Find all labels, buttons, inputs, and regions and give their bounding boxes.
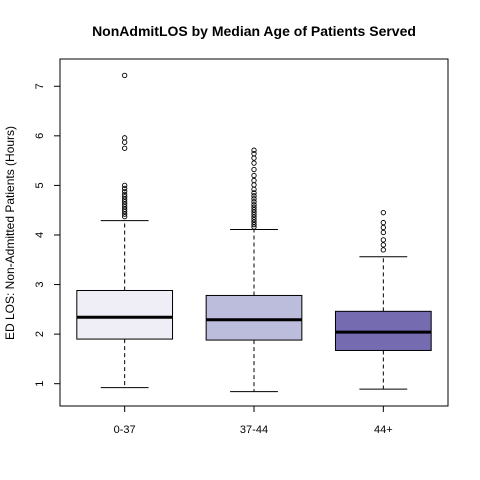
outlier-point <box>122 206 128 212</box>
outlier-point <box>251 202 257 208</box>
outlier-point <box>251 214 257 220</box>
outlier-point <box>251 199 257 205</box>
y-axis-label: ED LOS: Non-Admitted Patients (Hours) <box>3 126 17 340</box>
y-tick-label: 1 <box>34 381 46 387</box>
outlier-point <box>122 188 128 195</box>
iqr-box <box>205 294 303 341</box>
outlier-point <box>251 207 257 213</box>
outlier-point <box>251 196 257 202</box>
y-tick-label: 6 <box>34 133 46 139</box>
outlier-point <box>122 72 128 79</box>
outlier-point <box>122 209 128 215</box>
outlier-point <box>122 185 128 192</box>
outlier-point <box>380 229 386 236</box>
outlier-point <box>251 160 257 166</box>
outlier-point <box>122 199 128 205</box>
outlier-point <box>251 224 257 230</box>
y-axis: 1 2 3 4 5 6 7 <box>34 83 60 387</box>
y-tick-label: 4 <box>34 232 46 238</box>
outlier-point <box>122 139 128 145</box>
outlier-point <box>251 155 257 161</box>
outlier-point <box>251 204 257 210</box>
outlier-point <box>380 242 386 248</box>
x-tick-label: 0-37 <box>114 424 136 436</box>
outlier-point <box>122 196 128 202</box>
outlier-point <box>122 213 128 220</box>
outlier-point <box>251 193 257 199</box>
outlier-point <box>122 211 128 217</box>
y-tick-label: 3 <box>34 281 46 287</box>
y-tick-label: 2 <box>34 331 46 337</box>
outlier-point <box>251 186 257 193</box>
outlier-point <box>122 204 128 210</box>
outlier-point <box>251 166 257 173</box>
chart-title: NonAdmitLOS by Median Age of Patients Se… <box>92 23 416 39</box>
outlier-point <box>380 237 386 243</box>
outlier-point <box>122 201 128 207</box>
y-tick-label: 5 <box>34 182 46 188</box>
outlier-point <box>122 191 128 197</box>
x-axis: 0-37 37-44 44+ <box>114 406 393 436</box>
iqr-box <box>76 289 174 340</box>
outlier-point <box>251 190 257 196</box>
y-tick-label: 7 <box>34 83 46 89</box>
outlier-point <box>251 212 257 218</box>
outlier-point <box>122 145 128 151</box>
outlier-point <box>251 172 257 179</box>
outlier-point <box>380 210 386 216</box>
outlier-point <box>251 209 257 215</box>
box-group <box>76 72 432 393</box>
x-tick-label: 37-44 <box>240 424 268 436</box>
outlier-point <box>251 221 257 228</box>
outlier-point <box>380 247 386 253</box>
outlier-point <box>122 194 128 200</box>
outlier-point <box>380 219 386 226</box>
outlier-point <box>380 224 386 231</box>
outlier-point <box>251 216 257 223</box>
outlier-point <box>251 219 257 225</box>
x-tick-label: 44+ <box>374 424 393 436</box>
outlier-point <box>122 182 128 189</box>
outlier-point <box>251 147 257 153</box>
